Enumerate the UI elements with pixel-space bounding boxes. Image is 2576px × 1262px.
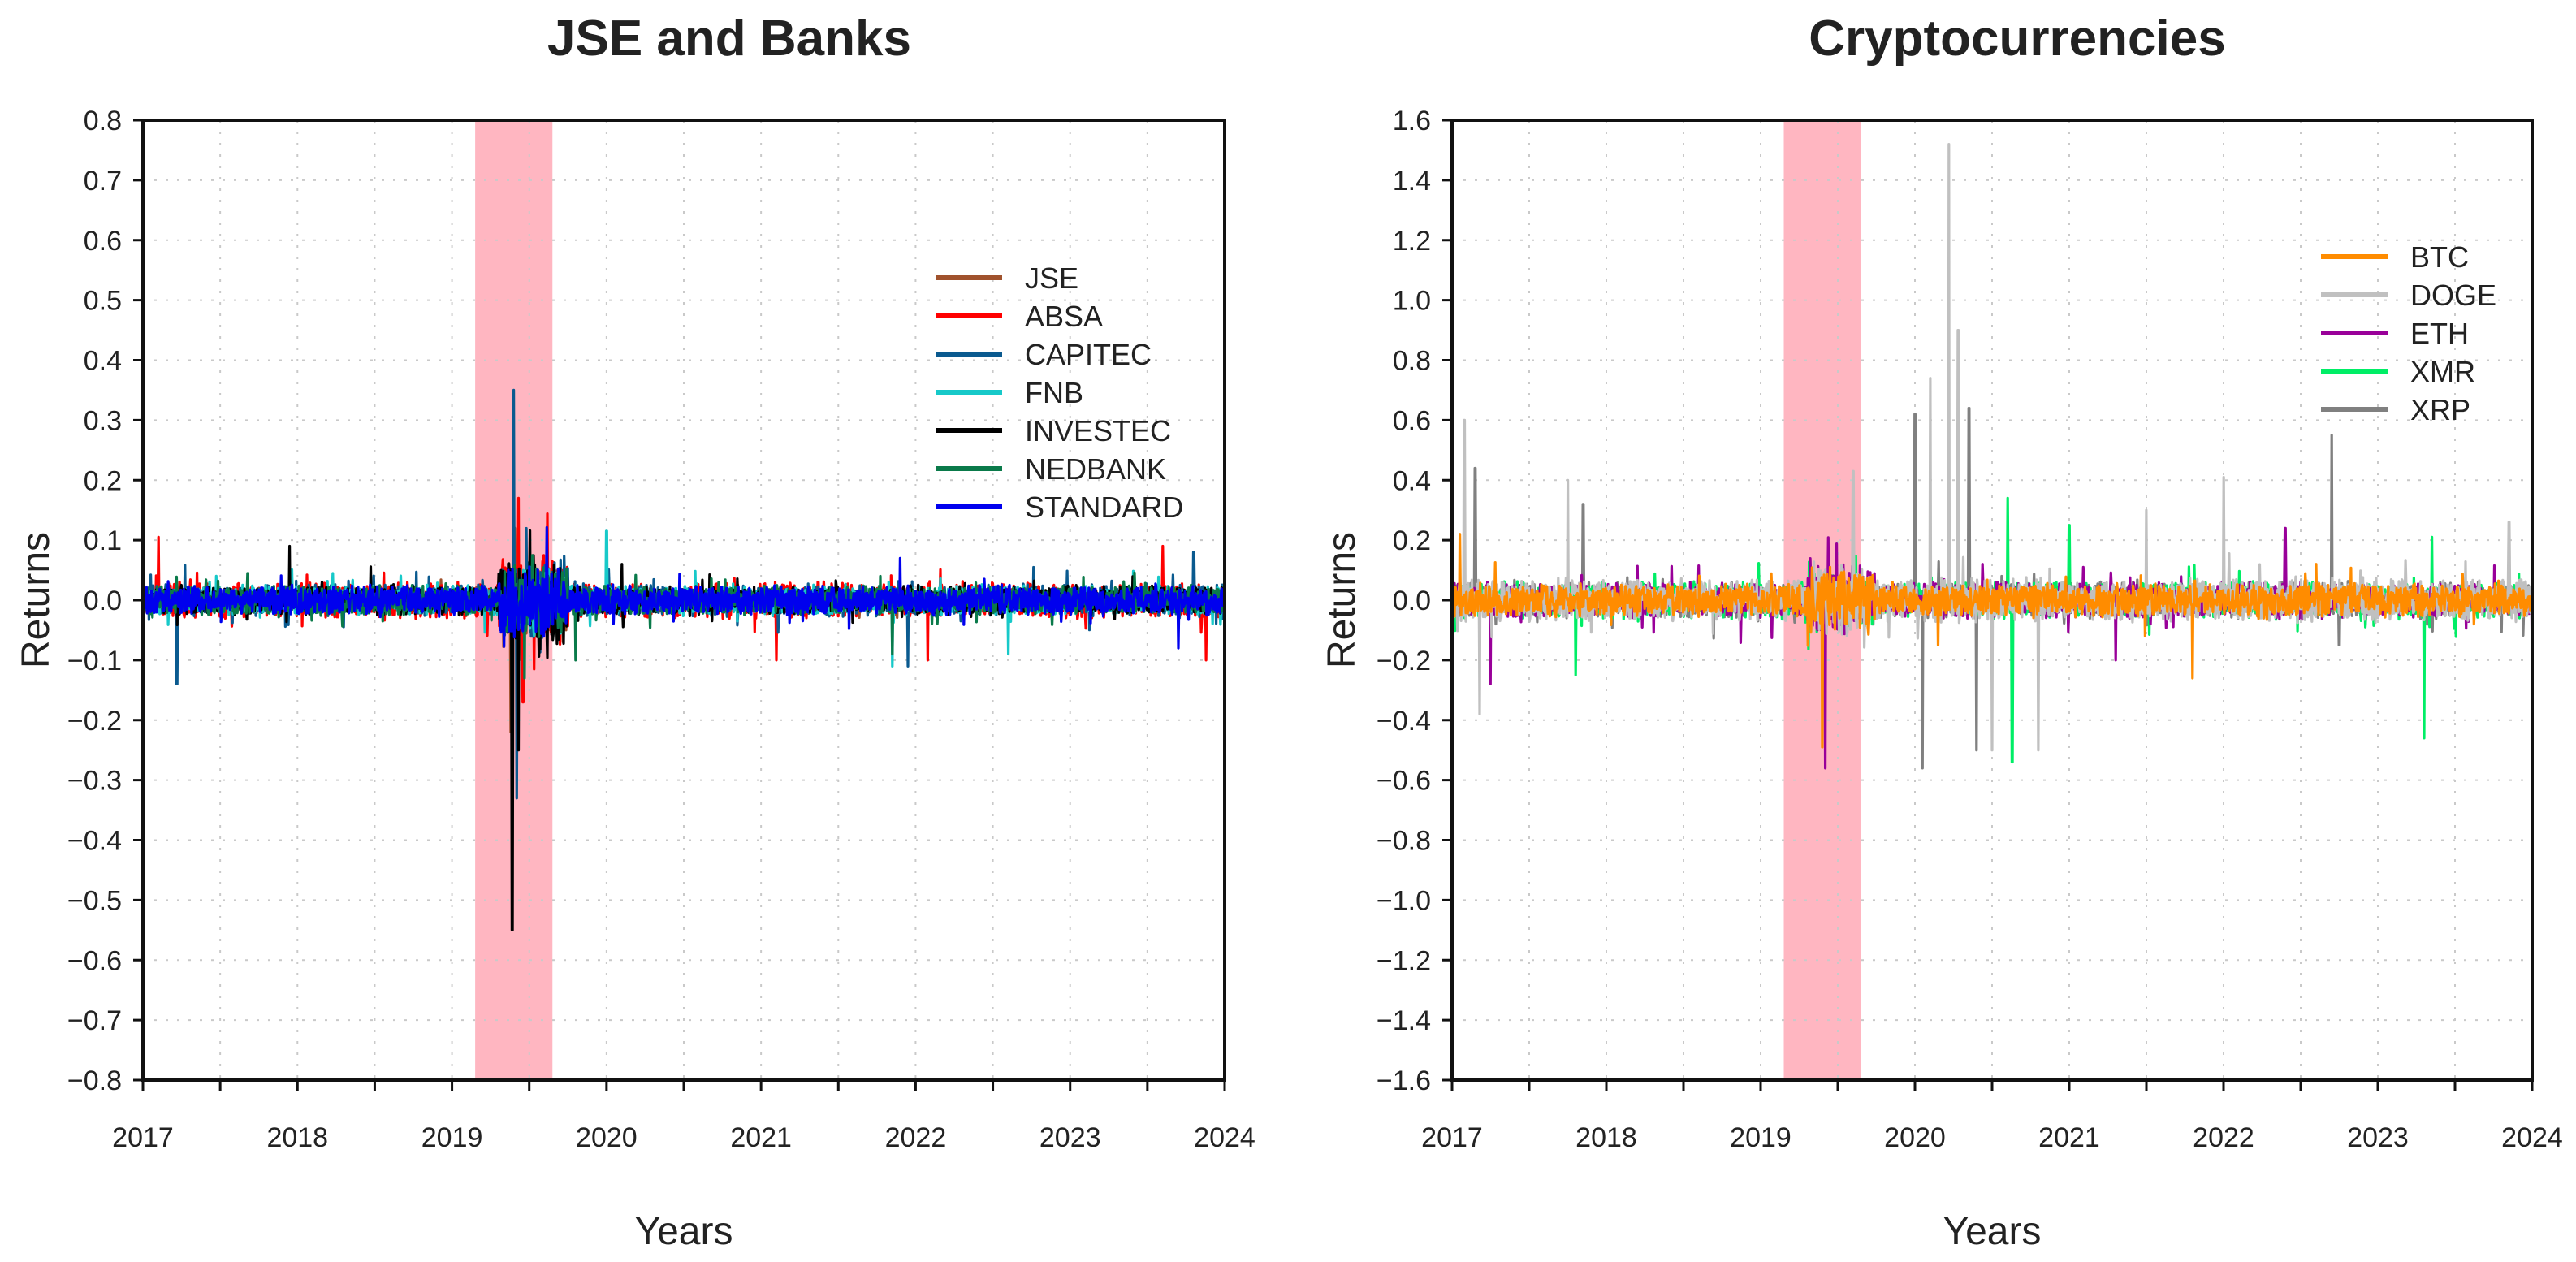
series-line-btc bbox=[1450, 533, 2534, 749]
x-tick-label: 2021 bbox=[730, 1122, 792, 1153]
x-tick-label: 2022 bbox=[885, 1122, 947, 1153]
y-tick-label: 0.1 bbox=[84, 525, 122, 556]
y-tick-label: −1.6 bbox=[1377, 1065, 1431, 1096]
y-tick-label: 1.6 bbox=[1393, 106, 1431, 136]
panel-cryptocurrencies: 2017 2018 2019 2020 2021 2022 2023 2024 1.6 1.4 1.… bbox=[1320, 11, 2563, 1253]
y-tick-label: −0.5 bbox=[67, 885, 122, 916]
x-tick-label: 2023 bbox=[2347, 1122, 2409, 1153]
y-tick-label: −0.8 bbox=[67, 1065, 122, 1096]
chart-title: Cryptocurrencies bbox=[1809, 11, 2225, 67]
y-tick-label: 0.7 bbox=[84, 166, 122, 197]
y-tick-label: 0.8 bbox=[84, 106, 122, 136]
y-tick-label: −1.0 bbox=[1377, 885, 1431, 916]
axis-ticks: 2017 2018 2019 2020 2021 2022 2023 2024 1.6 1.4 1.… bbox=[1377, 106, 2563, 1153]
y-tick-label: 0.6 bbox=[84, 226, 122, 257]
y-tick-label: −0.6 bbox=[67, 945, 122, 976]
y-tick-label: −0.6 bbox=[1377, 766, 1431, 797]
y-tick-label: −0.4 bbox=[67, 826, 122, 857]
legend-label-fnb: FNB bbox=[1025, 376, 1083, 409]
y-tick-label: −0.3 bbox=[67, 766, 122, 797]
y-tick-label: 1.0 bbox=[1393, 286, 1431, 317]
chart-title: JSE and Banks bbox=[547, 11, 911, 67]
y-tick-label: −0.4 bbox=[1377, 706, 1431, 737]
x-tick-label: 2017 bbox=[112, 1122, 174, 1153]
y-tick-label: 0.5 bbox=[84, 286, 122, 317]
legend-label-xrp: XRP bbox=[2410, 393, 2470, 426]
legend-label-doge: DOGE bbox=[2410, 279, 2496, 312]
x-tick-label: 2024 bbox=[2501, 1122, 2563, 1153]
y-axis-label: Returns bbox=[1320, 532, 1364, 668]
y-tick-label: −0.8 bbox=[1377, 826, 1431, 857]
legend-label-nedbank: NEDBANK bbox=[1025, 452, 1166, 486]
legend-label-xmr: XMR bbox=[2410, 355, 2475, 388]
x-tick-label: 2020 bbox=[1884, 1122, 1946, 1153]
y-tick-label: 0.0 bbox=[84, 586, 122, 616]
axis-ticks: 2017 2018 2019 2020 2021 2022 2023 2024 0.8 0.7 0.… bbox=[67, 106, 1256, 1153]
y-tick-label: −0.7 bbox=[67, 1005, 122, 1036]
legend: BTC DOGE ETH XMR XRP bbox=[2321, 240, 2496, 426]
x-axis-label: Years bbox=[635, 1210, 733, 1253]
legend: JSE ABSA CAPITEC FNB INVESTEC NEDBANK STANDARD bbox=[936, 261, 1183, 524]
legend-label-eth: ETH bbox=[2410, 317, 2469, 350]
legend-label-absa: ABSA bbox=[1025, 300, 1103, 333]
legend-label-standard: STANDARD bbox=[1025, 491, 1183, 524]
series-layer bbox=[141, 388, 1226, 931]
x-tick-label: 2023 bbox=[1039, 1122, 1101, 1153]
x-tick-label: 2019 bbox=[1730, 1122, 1792, 1153]
y-tick-label: 0.6 bbox=[1393, 405, 1431, 436]
x-tick-label: 2018 bbox=[266, 1122, 328, 1153]
x-tick-label: 2021 bbox=[2038, 1122, 2100, 1153]
x-tick-label: 2020 bbox=[576, 1122, 638, 1153]
y-tick-label: −0.1 bbox=[67, 646, 122, 676]
y-tick-label: 0.4 bbox=[1393, 465, 1431, 496]
y-tick-label: 0.2 bbox=[84, 465, 122, 496]
x-tick-label: 2022 bbox=[2193, 1122, 2254, 1153]
legend-label-capitec: CAPITEC bbox=[1025, 338, 1152, 371]
y-tick-label: 0.0 bbox=[1393, 586, 1431, 616]
legend-label-investec: INVESTEC bbox=[1025, 414, 1171, 447]
series-layer bbox=[1450, 143, 2534, 770]
y-tick-label: 1.2 bbox=[1393, 226, 1431, 257]
y-tick-label: 0.2 bbox=[1393, 525, 1431, 556]
y-tick-label: −0.2 bbox=[1377, 646, 1431, 676]
y-tick-label: 0.8 bbox=[1393, 346, 1431, 377]
x-tick-label: 2018 bbox=[1575, 1122, 1637, 1153]
series-line-standard bbox=[141, 525, 1226, 650]
y-tick-label: −0.2 bbox=[67, 706, 122, 737]
y-axis-label: Returns bbox=[15, 532, 58, 668]
x-tick-label: 2024 bbox=[1194, 1122, 1256, 1153]
x-tick-label: 2017 bbox=[1421, 1122, 1483, 1153]
y-tick-label: 0.3 bbox=[84, 405, 122, 436]
panel-jse-banks: 2017 2018 2019 2020 2021 2022 2023 2024 0.8 0.7 0.… bbox=[15, 11, 1256, 1253]
y-tick-label: 0.4 bbox=[84, 346, 122, 377]
y-tick-label: −1.4 bbox=[1377, 1005, 1431, 1036]
y-tick-label: −1.2 bbox=[1377, 945, 1431, 976]
y-tick-label: 1.4 bbox=[1393, 166, 1431, 197]
x-axis-label: Years bbox=[1943, 1210, 2042, 1253]
legend-label-jse: JSE bbox=[1025, 261, 1078, 295]
x-tick-label: 2019 bbox=[421, 1122, 483, 1153]
legend-label-btc: BTC bbox=[2410, 240, 2469, 274]
